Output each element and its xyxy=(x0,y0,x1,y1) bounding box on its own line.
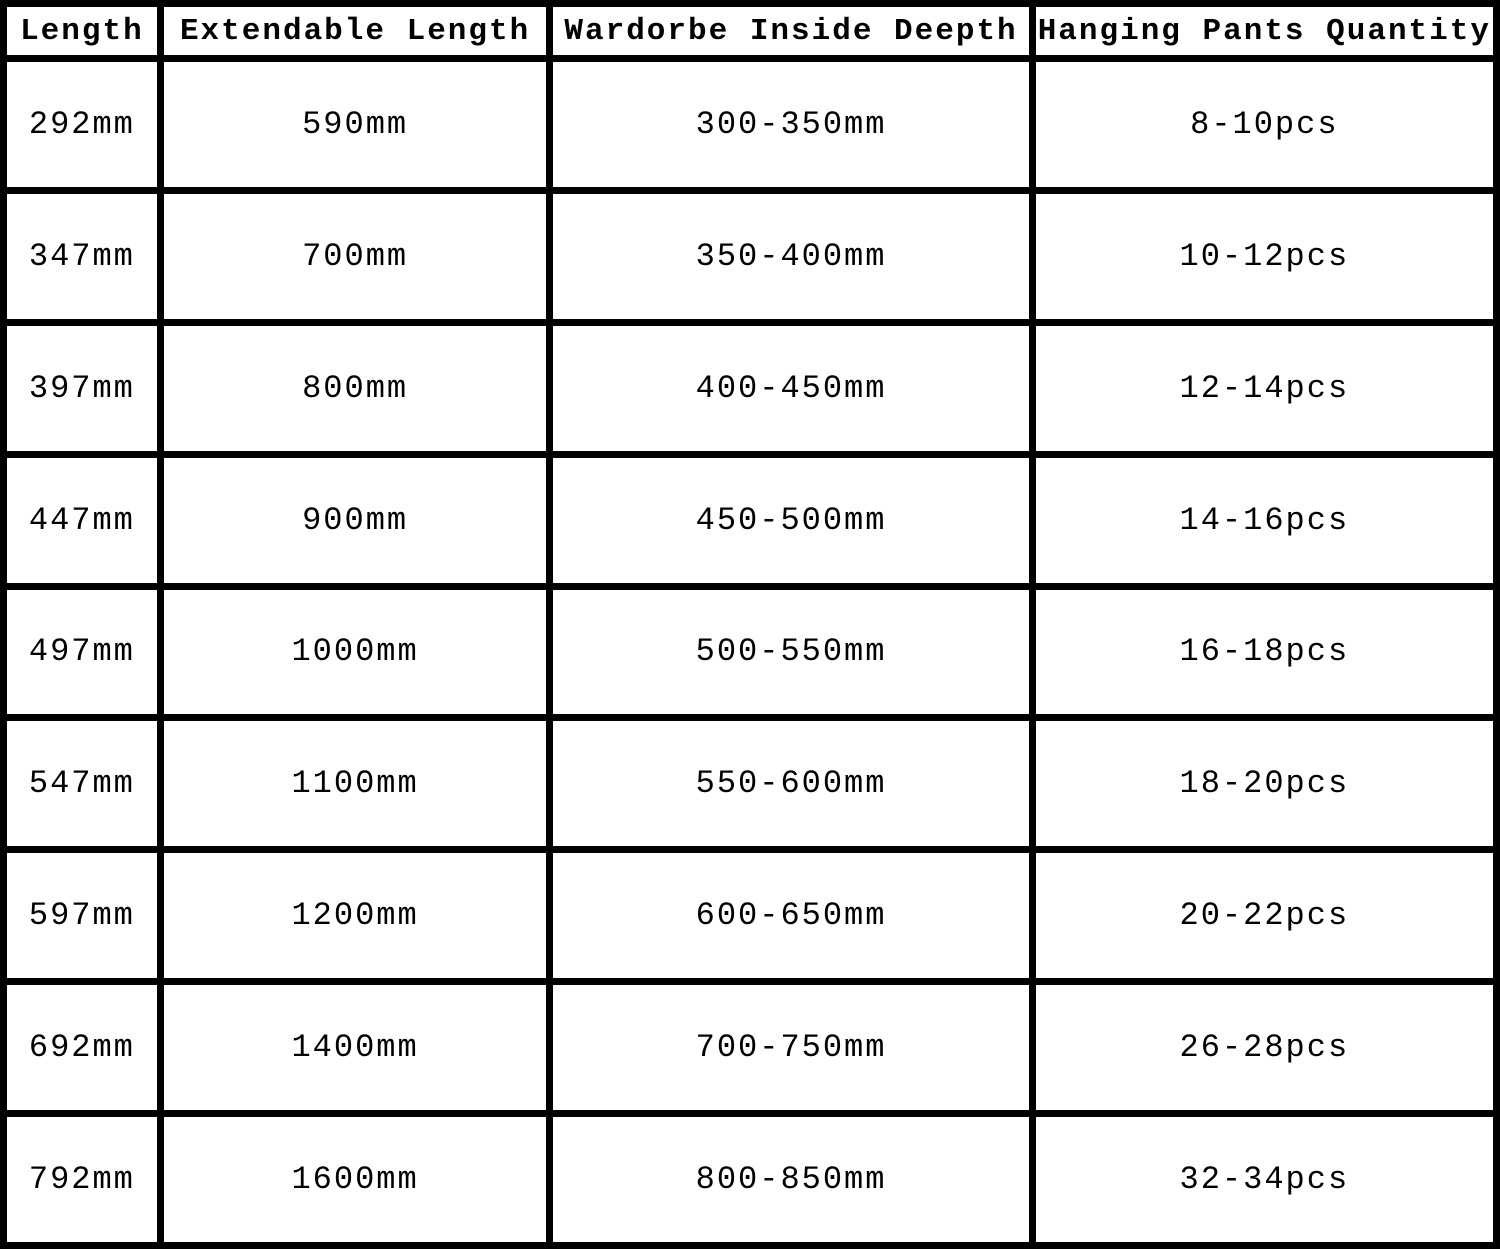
table-cell: 18-20pcs xyxy=(1028,714,1500,854)
table-cell: 32-34pcs xyxy=(1028,1110,1500,1249)
table-cell: 350-400mm xyxy=(546,186,1036,326)
table-cell: 292mm xyxy=(0,55,164,194)
table-cell: 547mm xyxy=(0,714,164,854)
table-cell: 497mm xyxy=(0,582,164,722)
table-row: 792mm 1600mm 800-850mm 32-34pcs xyxy=(0,1110,1500,1249)
table-cell: 590mm xyxy=(156,55,554,194)
table-cell: 10-12pcs xyxy=(1028,186,1500,326)
table-cell: 700mm xyxy=(156,186,554,326)
table-cell: 1000mm xyxy=(156,582,554,722)
col-header-length: Length xyxy=(0,0,164,62)
table-cell: 397mm xyxy=(0,318,164,458)
table-header-row: Length Extendable Length Wardorbe Inside D… xyxy=(0,0,1500,62)
table-cell: 500-550mm xyxy=(546,582,1036,722)
table-row: 597mm 1200mm 600-650mm 20-22pcs xyxy=(0,846,1500,986)
table-cell: 8-10pcs xyxy=(1028,55,1500,194)
table-cell: 800mm xyxy=(156,318,554,458)
table-cell: 900mm xyxy=(156,450,554,590)
table-cell: 550-600mm xyxy=(546,714,1036,854)
table-cell: 700-750mm xyxy=(546,978,1036,1117)
table-row: 547mm 1100mm 550-600mm 18-20pcs xyxy=(0,714,1500,854)
table-row: 347mm 700mm 350-400mm 10-12pcs xyxy=(0,186,1500,326)
table-row: 692mm 1400mm 700-750mm 26-28pcs xyxy=(0,978,1500,1117)
table-row: 497mm 1000mm 500-550mm 16-18pcs xyxy=(0,582,1500,722)
col-header-hanging-pants-quantity: Hanging Pants Quantity xyxy=(1028,0,1500,62)
table-cell: 600-650mm xyxy=(546,846,1036,986)
table-cell: 1600mm xyxy=(156,1110,554,1249)
table-row: 397mm 800mm 400-450mm 12-14pcs xyxy=(0,318,1500,458)
col-header-extendable-length: Extendable Length xyxy=(156,0,554,62)
table-cell: 792mm xyxy=(0,1110,164,1249)
table-cell: 597mm xyxy=(0,846,164,986)
table-cell: 300-350mm xyxy=(546,55,1036,194)
table-cell: 400-450mm xyxy=(546,318,1036,458)
table-cell: 20-22pcs xyxy=(1028,846,1500,986)
table-cell: 347mm xyxy=(0,186,164,326)
col-header-wardrobe-inside-depth: Wardorbe Inside Deepth xyxy=(546,0,1036,62)
table-cell: 16-18pcs xyxy=(1028,582,1500,722)
table-row: 447mm 900mm 450-500mm 14-16pcs xyxy=(0,450,1500,590)
table-cell: 14-16pcs xyxy=(1028,450,1500,590)
table-cell: 26-28pcs xyxy=(1028,978,1500,1117)
table-cell: 447mm xyxy=(0,450,164,590)
table-cell: 450-500mm xyxy=(546,450,1036,590)
table-row: 292mm 590mm 300-350mm 8-10pcs xyxy=(0,55,1500,194)
table-cell: 1100mm xyxy=(156,714,554,854)
table-cell: 1200mm xyxy=(156,846,554,986)
table-cell: 692mm xyxy=(0,978,164,1117)
table-cell: 800-850mm xyxy=(546,1110,1036,1249)
table-cell: 12-14pcs xyxy=(1028,318,1500,458)
table-cell: 1400mm xyxy=(156,978,554,1117)
